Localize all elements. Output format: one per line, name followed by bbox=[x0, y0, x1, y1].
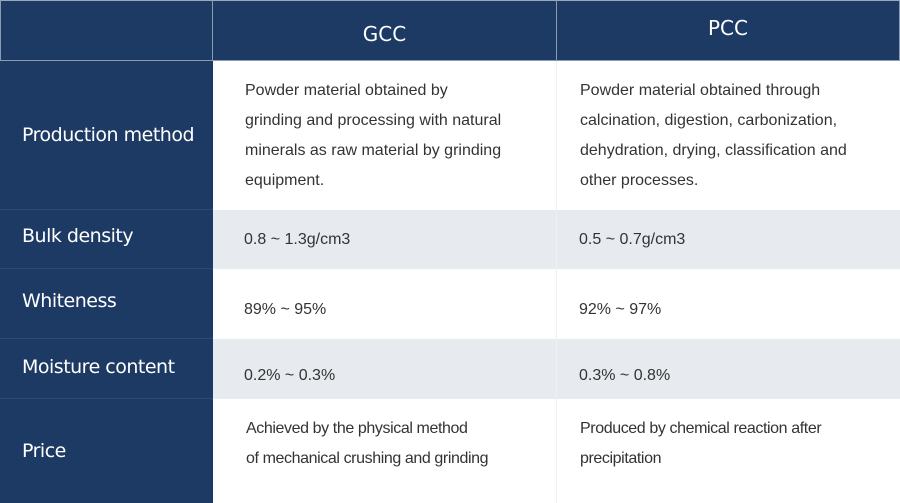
gcc-line: Powder material obtained by bbox=[245, 81, 448, 99]
row-label: Production method bbox=[0, 61, 213, 210]
header-gcc: GCC bbox=[213, 0, 557, 61]
pcc-cell: 92% ~ 97% bbox=[557, 269, 900, 339]
pcc-line: other processes. bbox=[580, 171, 699, 189]
pcc-line: Produced by chemical reaction after bbox=[580, 420, 822, 437]
table-row-bulk-density: Bulk density 0.8 ~ 1.3g/cm3 0.5 ~ 0.7g/c… bbox=[0, 210, 900, 269]
pcc-cell: 0.3% ~ 0.8% bbox=[557, 339, 900, 399]
gcc-cell: 0.8 ~ 1.3g/cm3 bbox=[213, 210, 557, 269]
gcc-cell: 0.2% ~ 0.3% bbox=[213, 339, 557, 399]
pcc-line: Powder material obtained through bbox=[580, 81, 821, 99]
gcc-cell: Achieved by the physical method of mecha… bbox=[213, 399, 557, 503]
pcc-cell: Produced by chemical reaction after prec… bbox=[557, 399, 900, 503]
table-row-whiteness: Whiteness 89% ~ 95% 92% ~ 97% bbox=[0, 269, 900, 339]
pcc-cell: 0.5 ~ 0.7g/cm3 bbox=[557, 210, 900, 269]
pcc-line: precipitation bbox=[580, 450, 662, 467]
gcc-cell: 89% ~ 95% bbox=[213, 269, 557, 339]
header-corner-cell bbox=[0, 0, 213, 61]
gcc-line: equipment. bbox=[245, 171, 325, 189]
row-label: Price bbox=[0, 399, 213, 503]
pcc-line: dehydration, drying, classification and bbox=[580, 141, 847, 159]
gcc-line: grinding and processing with natural bbox=[245, 111, 502, 129]
pcc-line: calcination, digestion, carbonization, bbox=[580, 111, 838, 129]
gcc-cell: Powder material obtained by grinding and… bbox=[213, 61, 557, 210]
table-row-price: Price Achieved by the physical method of… bbox=[0, 399, 900, 503]
gcc-line: minerals as raw material by grinding bbox=[245, 141, 502, 159]
row-label: Moisture content bbox=[0, 339, 213, 399]
header-pcc: PCC bbox=[557, 0, 900, 61]
row-label: Whiteness bbox=[0, 269, 213, 339]
pcc-cell: Powder material obtained through calcina… bbox=[557, 61, 900, 210]
table-row-production-method: Production method Powder material obtain… bbox=[0, 61, 900, 210]
gcc-line: of mechanical crushing and grinding bbox=[246, 450, 489, 467]
row-label: Bulk density bbox=[0, 210, 213, 269]
gcc-line: Achieved by the physical method bbox=[246, 420, 468, 437]
table-header-row: GCC PCC bbox=[0, 0, 900, 61]
table-row-moisture-content: Moisture content 0.2% ~ 0.3% 0.3% ~ 0.8% bbox=[0, 339, 900, 399]
